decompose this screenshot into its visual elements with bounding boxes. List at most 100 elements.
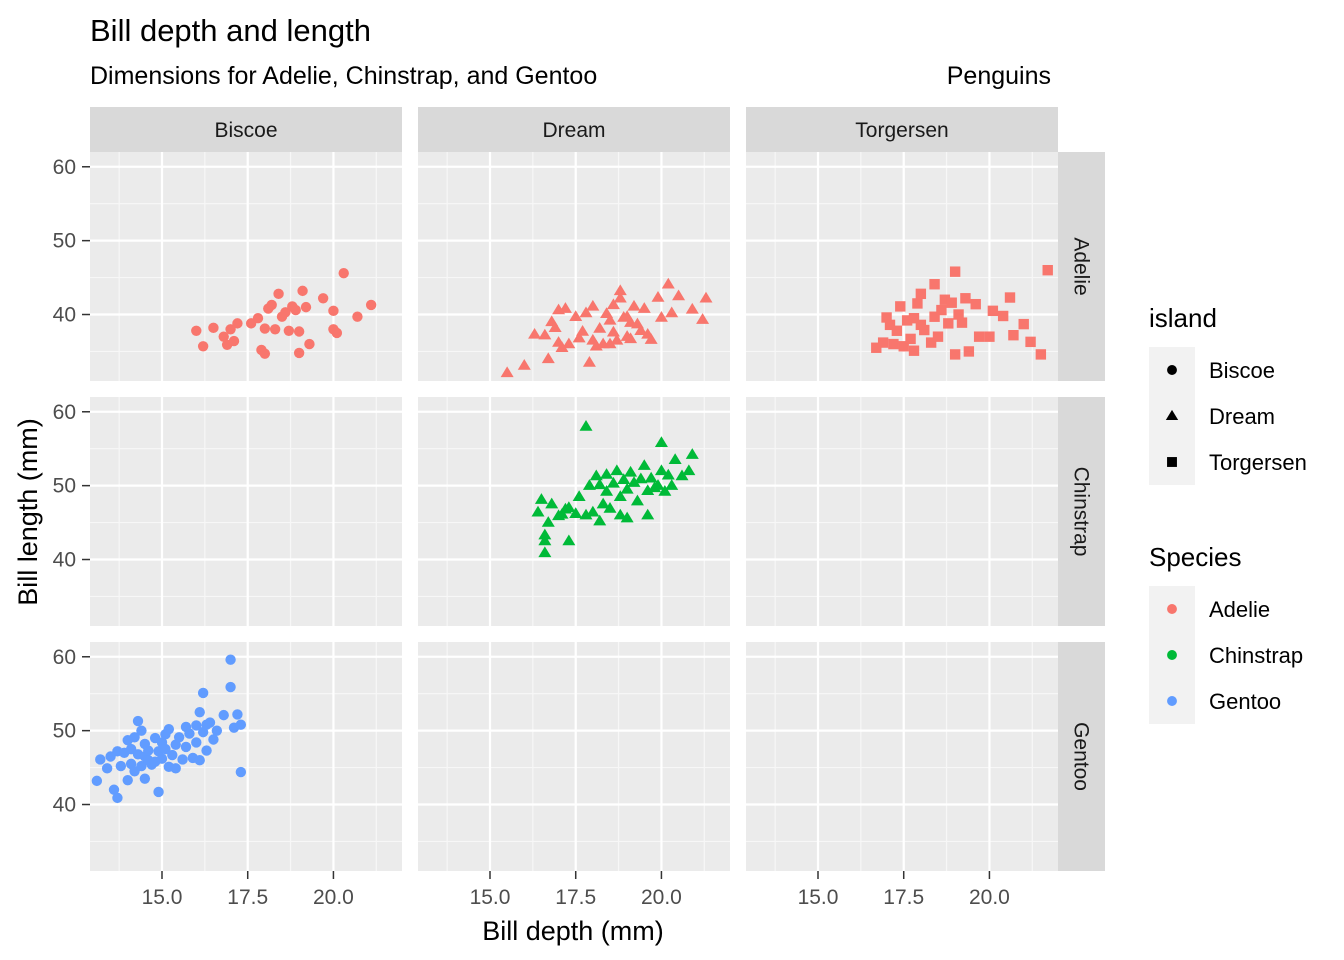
data-point (170, 763, 181, 774)
data-point (139, 773, 151, 784)
strip-chinstrap (1058, 397, 1105, 626)
data-point (946, 297, 957, 308)
panel-adelie-biscoe (90, 152, 402, 381)
data-point (252, 313, 264, 324)
data-point (582, 479, 596, 490)
chart-subtitle: Dimensions for Adelie, Chinstrap, and Ge… (90, 62, 597, 90)
data-point (898, 341, 909, 352)
legend-label-biscoe: Biscoe (1209, 358, 1275, 383)
data-point (218, 331, 229, 342)
data-point (661, 468, 675, 480)
data-point (538, 546, 552, 558)
y-tick-label: 40 (53, 549, 76, 572)
legend-label-dream: Dream (1209, 404, 1275, 429)
data-point (877, 337, 889, 348)
data-point (665, 306, 679, 318)
data-point (211, 725, 223, 736)
data-point (328, 305, 339, 317)
chart-title: Bill depth and length (90, 13, 371, 48)
data-point (160, 743, 171, 755)
data-point (528, 327, 542, 339)
data-point (297, 285, 308, 297)
data-point (562, 337, 576, 349)
y-tick-label: 40 (53, 304, 76, 327)
data-point (194, 754, 205, 766)
series-adelie-biscoe (191, 267, 377, 359)
data-point (627, 299, 641, 311)
strip-label-torgersen: Torgersen (855, 119, 948, 142)
data-point (163, 723, 175, 735)
data-point (576, 325, 590, 336)
data-point (624, 332, 638, 344)
data-point (582, 356, 596, 367)
data-point (606, 325, 620, 337)
data-point (613, 508, 627, 520)
data-point (569, 310, 583, 321)
data-point (579, 306, 593, 318)
data-point (197, 687, 209, 699)
data-point (884, 319, 896, 331)
data-point (235, 719, 247, 730)
data-point (617, 473, 631, 484)
data-point (600, 468, 614, 479)
data-point (136, 725, 147, 736)
data-point (891, 325, 903, 336)
data-point (929, 311, 940, 322)
legend-key-chinstrap-marker (1167, 650, 1177, 660)
data-point (603, 502, 617, 513)
data-point (620, 511, 634, 523)
data-point (572, 490, 586, 501)
data-point (613, 284, 627, 296)
data-point (259, 323, 271, 334)
data-point (290, 304, 301, 316)
data-point (984, 331, 995, 342)
data-point (204, 717, 216, 728)
data-point (538, 534, 552, 546)
data-point (531, 505, 545, 517)
data-point (293, 347, 305, 359)
legend-key-gentoo-marker (1167, 696, 1177, 706)
data-point (562, 534, 576, 546)
data-point (651, 291, 665, 302)
data-point (895, 301, 906, 312)
panel-background (746, 642, 1058, 871)
data-point (579, 420, 593, 431)
legend-label-torgersen: Torgersen (1209, 450, 1307, 475)
data-point (112, 792, 123, 804)
y-axis-title: Bill length (mm) (13, 418, 43, 606)
data-point (665, 479, 679, 490)
data-point (586, 299, 600, 311)
data-point (562, 501, 576, 513)
data-point (1018, 318, 1029, 330)
data-point (517, 358, 531, 370)
data-point (620, 482, 634, 494)
data-point (208, 322, 219, 334)
data-point (634, 472, 648, 484)
data-point (644, 333, 658, 344)
panel-chinstrap-biscoe (90, 397, 402, 626)
data-point (661, 277, 675, 289)
data-point (108, 784, 120, 795)
data-point (225, 324, 236, 335)
x-tick-label: 15.0 (142, 886, 183, 909)
panel-background (418, 642, 730, 871)
x-tick-label: 15.0 (470, 886, 511, 909)
data-point (888, 338, 899, 350)
facet-grid: Biscoe Dream Torgersen Adelie Chinstrap Gento… (53, 107, 1105, 909)
data-point (129, 732, 140, 743)
data-point (634, 324, 648, 335)
x-tick-label: 17.5 (883, 886, 924, 909)
data-point (960, 293, 971, 304)
data-point (352, 311, 363, 322)
data-point (908, 313, 920, 324)
data-point (943, 318, 954, 329)
data-point (191, 737, 202, 748)
data-point (925, 337, 937, 348)
series-gentoo-biscoe (91, 654, 247, 804)
data-point (572, 331, 586, 343)
data-point (637, 459, 651, 470)
data-point (545, 497, 559, 509)
data-point (672, 289, 686, 301)
data-point (685, 448, 699, 459)
y-tick-label: 40 (53, 794, 76, 817)
